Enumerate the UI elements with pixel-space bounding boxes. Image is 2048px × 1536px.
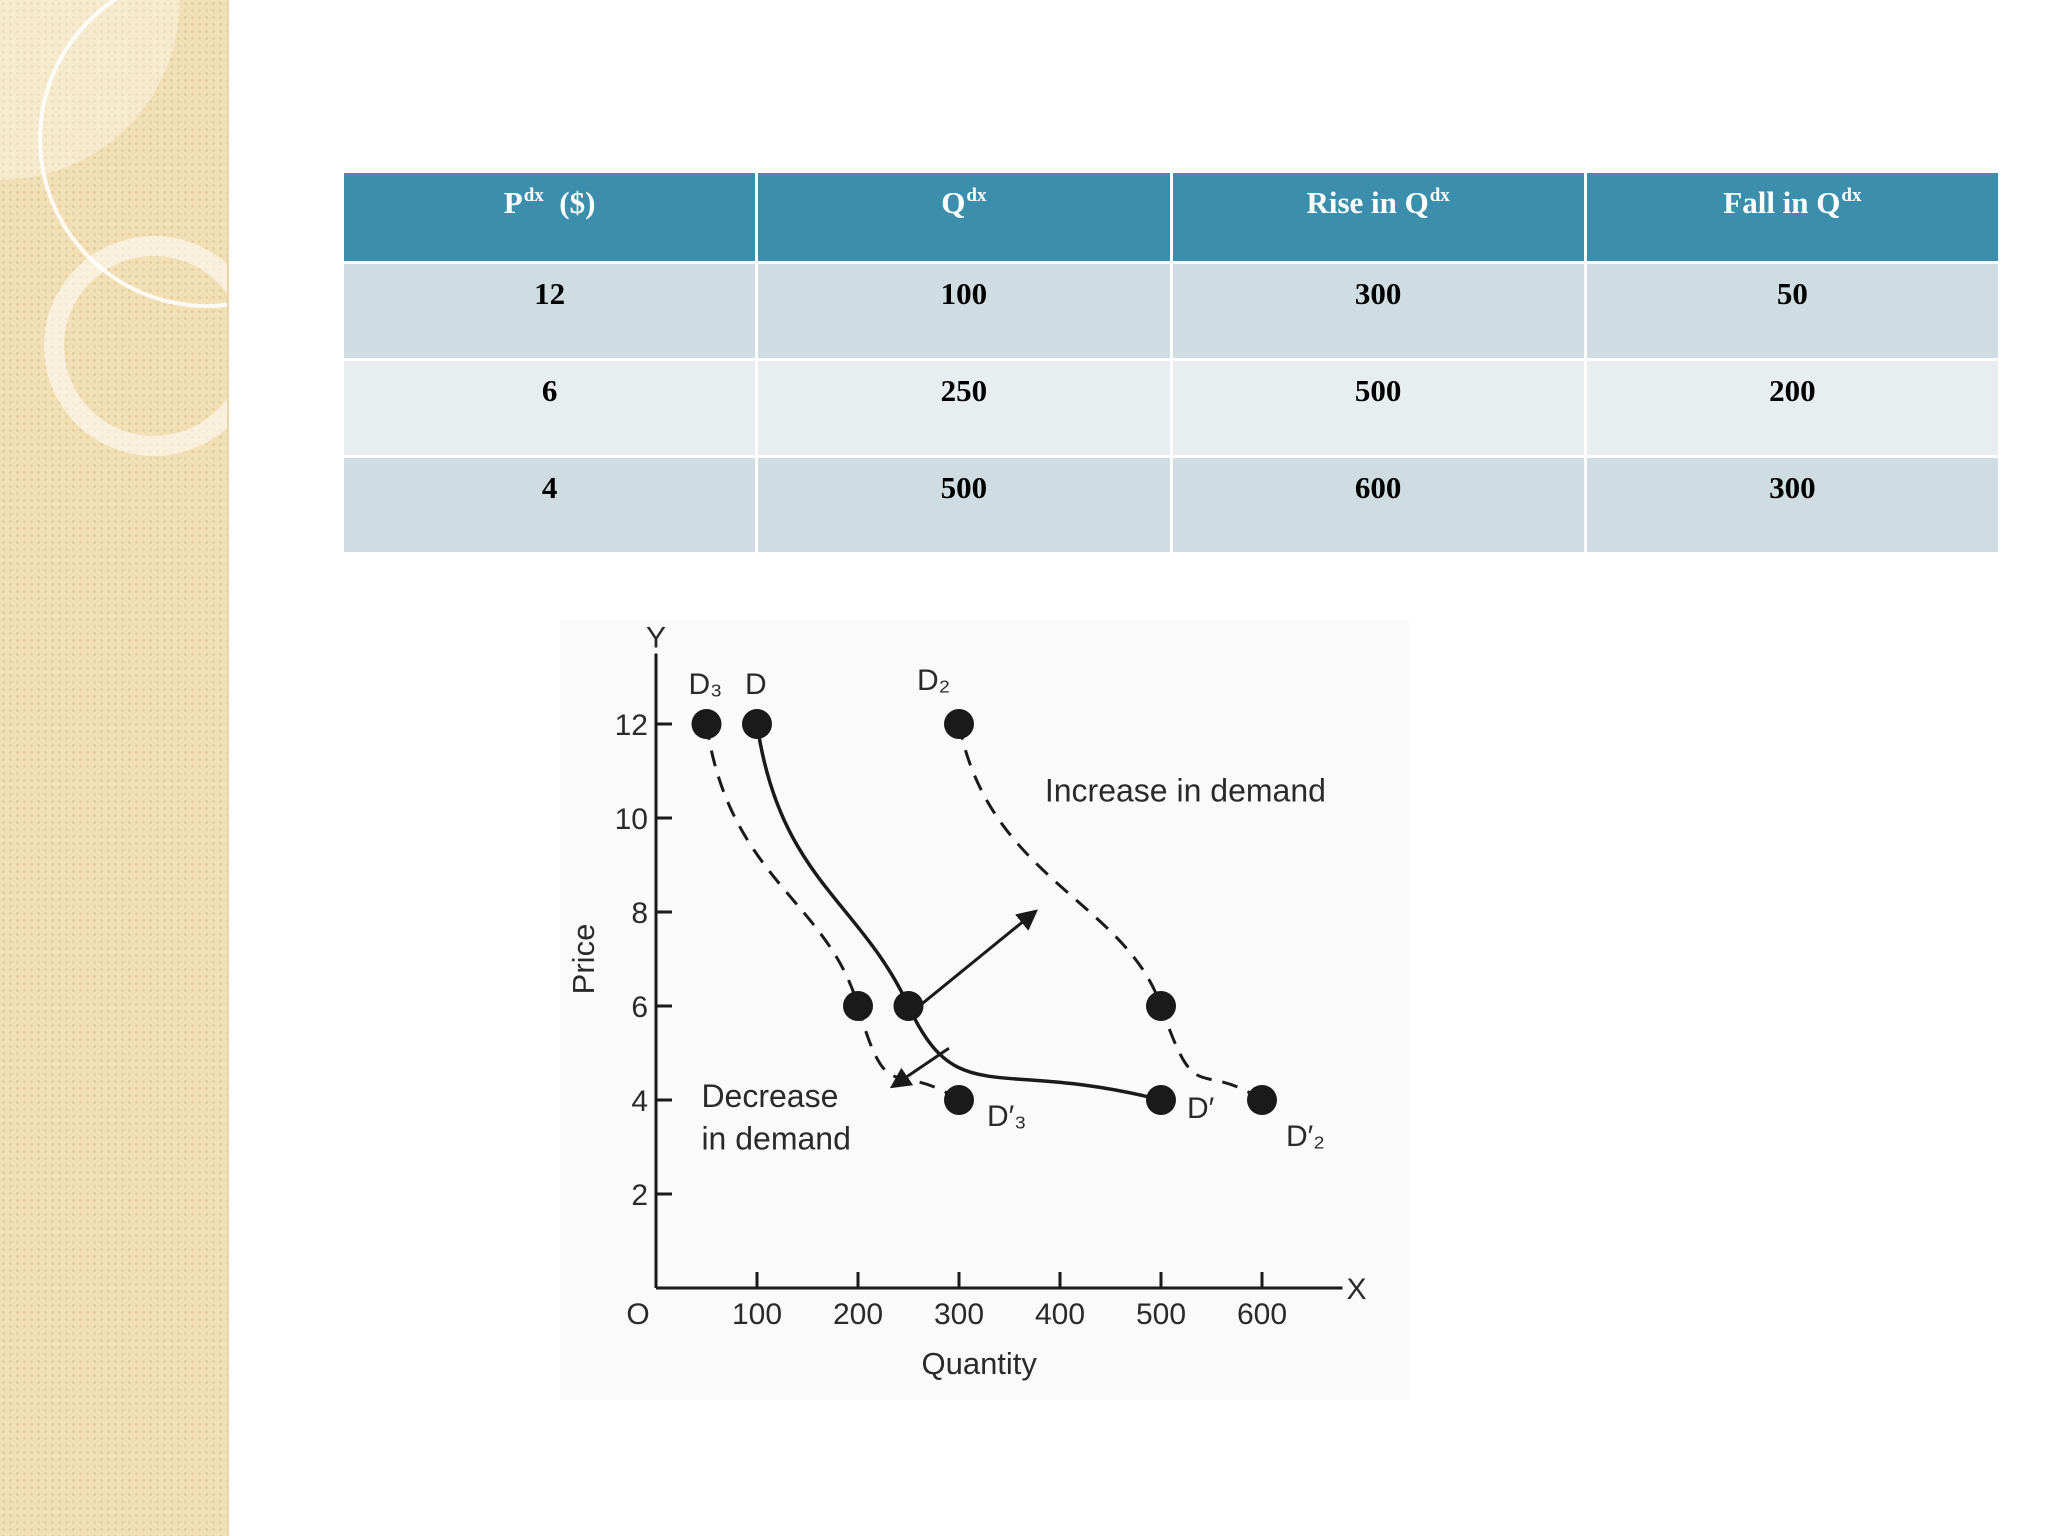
- header-quantity: Qdx: [755, 170, 1173, 264]
- curve-label: D′₃: [987, 1100, 1027, 1133]
- header-fall: Fall in Qdx: [1583, 170, 2002, 264]
- demand-table: Pdx ($) Qdx Rise in Qdx Fall in Qdx 12 1…: [340, 170, 2002, 555]
- data-point: [691, 709, 722, 739]
- x-tick-label: 200: [833, 1298, 883, 1331]
- y-tick-label: 2: [631, 1179, 648, 1212]
- demand-chart: Y X O 2 4 6 8 10 12 100 200 300 400 500 600 Quantity Pri…: [560, 620, 1410, 1400]
- y-tick-label: 4: [631, 1085, 648, 1118]
- data-point: [1146, 991, 1176, 1021]
- curve-D₃: [705, 723, 960, 1102]
- data-point: [1247, 1085, 1277, 1115]
- header-price: Pdx ($): [340, 170, 759, 264]
- y-tick-label: 8: [631, 897, 648, 930]
- x-tick-label: 400: [1035, 1298, 1085, 1331]
- y-tick-label: 12: [615, 709, 648, 742]
- decorative-ring-small: [44, 236, 227, 456]
- cell-rise: 600: [1169, 455, 1587, 555]
- increase-arrow: [912, 909, 1039, 1012]
- cell-quantity: 500: [755, 455, 1173, 555]
- table-row: 12 100 300 50: [340, 261, 2002, 361]
- y-tick-label: 10: [615, 803, 648, 836]
- x-tick-label: 300: [934, 1298, 984, 1331]
- curve-label: D₂: [917, 664, 950, 697]
- curve-label: D′: [1187, 1092, 1215, 1125]
- data-point: [742, 709, 772, 739]
- cell-rise: 300: [1169, 261, 1587, 361]
- y-axis-title: Price: [566, 924, 601, 995]
- cell-price: 6: [340, 358, 759, 458]
- data-point: [893, 991, 924, 1021]
- data-point: [944, 1085, 974, 1115]
- origin-label: O: [626, 1298, 649, 1331]
- x-axis-title: Quantity: [921, 1346, 1037, 1381]
- cell-fall: 200: [1583, 358, 2002, 458]
- curve-label: D: [745, 668, 767, 701]
- header-rise: Rise in Qdx: [1169, 170, 1587, 264]
- increase-annotation: Increase in demand: [1045, 773, 1326, 809]
- table-row: 6 250 500 200: [340, 358, 2002, 458]
- decrease-annotation-line2: in demand: [701, 1120, 850, 1156]
- table-header-row: Pdx ($) Qdx Rise in Qdx Fall in Qdx: [340, 170, 2002, 264]
- cell-fall: 300: [1583, 455, 2002, 555]
- data-point: [1146, 1085, 1176, 1115]
- decorative-side-strip: [0, 0, 229, 1536]
- cell-quantity: 100: [755, 261, 1173, 361]
- x-tick-label: 600: [1237, 1298, 1287, 1331]
- y-tick-label: 6: [631, 991, 648, 1024]
- curve-D₂: [957, 723, 1263, 1102]
- y-axis-letter: Y: [646, 622, 666, 655]
- cell-rise: 500: [1169, 358, 1587, 458]
- decrease-arrow: [889, 1047, 950, 1089]
- x-tick-label: 500: [1136, 1298, 1186, 1331]
- cell-price: 12: [340, 261, 759, 361]
- curve-label: D₃: [689, 668, 723, 701]
- x-tick-label: 100: [732, 1298, 782, 1331]
- cell-price: 4: [340, 455, 759, 555]
- data-point: [843, 991, 873, 1021]
- data-point: [944, 709, 974, 739]
- cell-fall: 50: [1583, 261, 2002, 361]
- decrease-annotation-line1: Decrease: [701, 1078, 838, 1114]
- table-row: 4 500 600 300: [340, 455, 2002, 555]
- curve-label: D′₂: [1286, 1120, 1325, 1153]
- demand-chart-svg: Y X O 2 4 6 8 10 12 100 200 300 400 500 600 Quantity Pri…: [566, 622, 1367, 1382]
- cell-quantity: 250: [755, 358, 1173, 458]
- x-axis-letter: X: [1347, 1273, 1367, 1306]
